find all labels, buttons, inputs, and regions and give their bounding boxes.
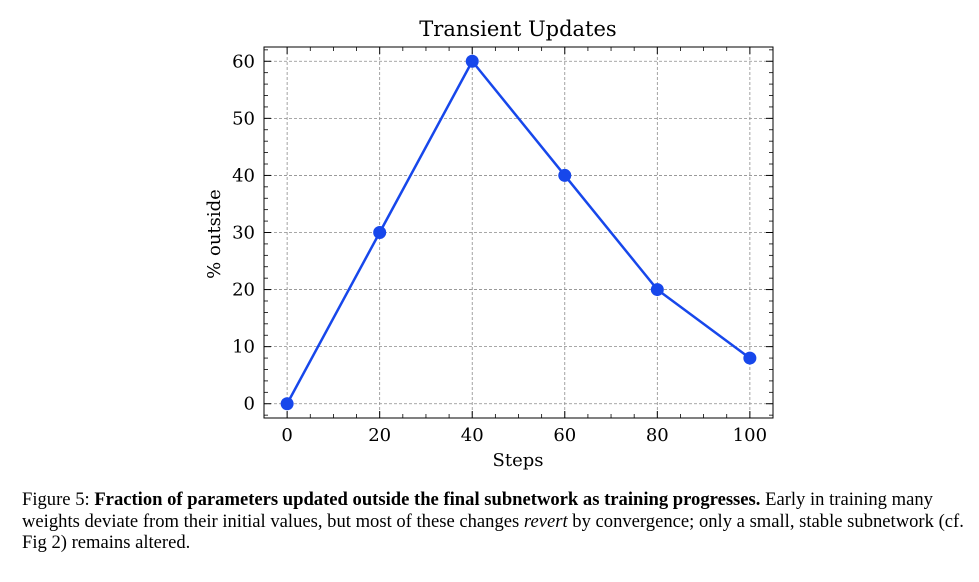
caption-label: Figure 5: bbox=[22, 489, 90, 510]
data-point bbox=[465, 54, 479, 68]
y-tick-label: 30 bbox=[232, 223, 255, 244]
series-line bbox=[286, 60, 751, 405]
x-tick-label: 80 bbox=[646, 425, 669, 446]
caption-bold-text: Fraction of parameters updated outside t… bbox=[94, 489, 761, 510]
caption-text-2: by convergence; only a small, stable sub… bbox=[22, 510, 964, 554]
y-tick-label: 10 bbox=[232, 337, 255, 358]
data-point bbox=[743, 351, 757, 365]
caption-italic-text: revert bbox=[523, 510, 568, 532]
y-tick-label: 40 bbox=[232, 165, 255, 186]
x-tick-label: 60 bbox=[553, 425, 576, 446]
ticks bbox=[264, 47, 773, 418]
x-tick-label: 40 bbox=[461, 425, 484, 446]
tick-labels: 0 20 40 60 80 100 0 10 20 30 40 50 60 bbox=[232, 51, 767, 446]
chart-title: Transient Updates bbox=[419, 17, 616, 41]
y-tick-label: 60 bbox=[232, 51, 255, 72]
chart-background bbox=[0, 0, 979, 480]
x-tick-label: 100 bbox=[733, 425, 767, 446]
x-axis-label: Steps bbox=[493, 450, 544, 471]
line-chart: Transient Updates 0 20 40 60 80 100 0 10 20 30 40 5… bbox=[0, 0, 979, 480]
y-tick-label: 0 bbox=[244, 394, 255, 415]
y-axis-label: % outside bbox=[204, 189, 225, 279]
data-point bbox=[558, 168, 572, 182]
caption-text-1: Early in training many weights deviate f… bbox=[22, 489, 933, 532]
data-point bbox=[373, 226, 387, 239]
series-layer bbox=[280, 54, 757, 411]
data-point bbox=[650, 283, 664, 297]
data-point bbox=[280, 397, 294, 411]
y-tick-label: 50 bbox=[232, 108, 255, 129]
x-tick-label: 0 bbox=[281, 425, 292, 446]
figure-caption: Figure 5: Fraction of parameters updated… bbox=[22, 489, 967, 554]
x-tick-label: 20 bbox=[368, 425, 391, 446]
y-tick-label: 20 bbox=[232, 280, 255, 301]
